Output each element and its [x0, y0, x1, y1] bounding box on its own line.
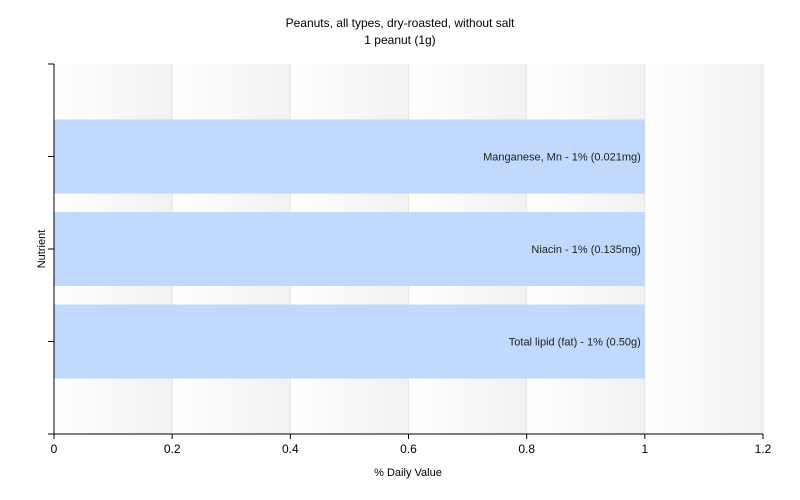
x-tick-label: 0.8	[518, 442, 535, 456]
bar-data-label: Manganese, Mn - 1% (0.021mg)	[483, 152, 641, 164]
x-tick-label: 1	[641, 442, 648, 456]
x-axis-title: % Daily Value	[374, 467, 442, 479]
y-axis-title: Nutrient	[36, 230, 48, 269]
x-tick-label: 0.4	[282, 442, 299, 456]
bar-labels: Manganese, Mn - 1% (0.021mg) Niacin - 1% …	[483, 152, 641, 349]
x-tick-label: 0.6	[400, 442, 417, 456]
bars	[54, 119, 645, 379]
bar	[54, 212, 645, 286]
x-tick-label: 0	[51, 442, 58, 456]
chart-title: Peanuts, all types, dry-roasted, without…	[286, 16, 515, 30]
x-tick-label: 0.2	[164, 442, 181, 456]
x-tick-label: 1.2	[755, 442, 772, 456]
plot-band	[644, 64, 763, 434]
chart-subtitle: 1 peanut (1g)	[364, 33, 435, 47]
bar	[54, 119, 645, 194]
axes	[48, 63, 764, 439]
bar	[54, 304, 645, 379]
x-tick-labels: 0 0.2 0.4 0.6 0.8 1 1.2	[51, 442, 772, 456]
bar-data-label: Total lipid (fat) - 1% (0.50g)	[509, 337, 641, 349]
bar-data-label: Niacin - 1% (0.135mg)	[531, 244, 640, 256]
